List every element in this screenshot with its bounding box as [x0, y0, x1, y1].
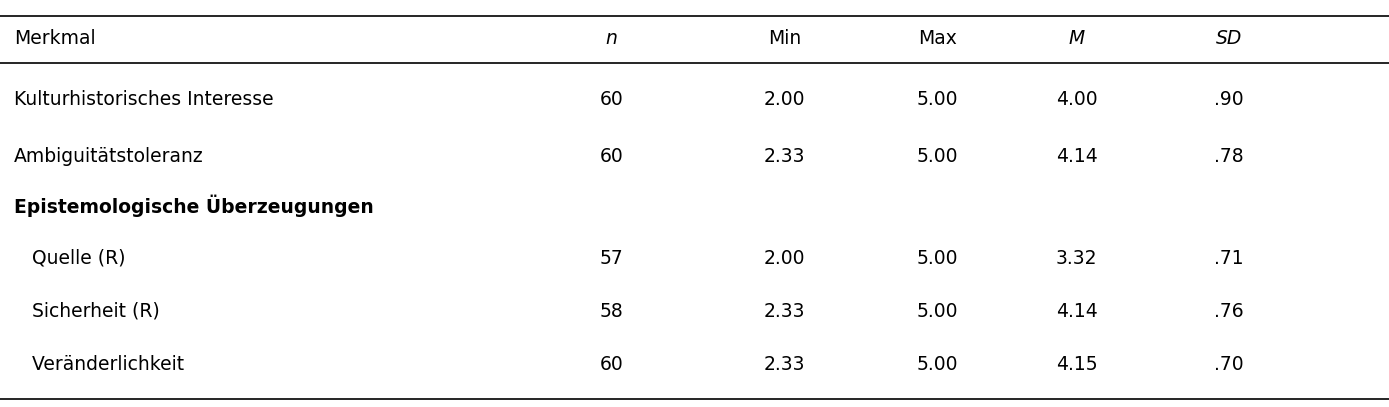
Text: 5.00: 5.00	[917, 355, 958, 374]
Text: 5.00: 5.00	[917, 302, 958, 321]
Text: Ambiguitätstoleranz: Ambiguitätstoleranz	[14, 147, 204, 166]
Text: 5.00: 5.00	[917, 249, 958, 268]
Text: 57: 57	[599, 249, 624, 268]
Text: .78: .78	[1214, 147, 1245, 166]
Text: M: M	[1068, 29, 1085, 48]
Text: 2.33: 2.33	[764, 355, 806, 374]
Text: 5.00: 5.00	[917, 90, 958, 109]
Text: 60: 60	[599, 90, 624, 109]
Text: .71: .71	[1214, 249, 1245, 268]
Text: 4.14: 4.14	[1056, 302, 1097, 321]
Text: 2.33: 2.33	[764, 302, 806, 321]
Text: 60: 60	[599, 147, 624, 166]
Text: Epistemologische Überzeugungen: Epistemologische Überzeugungen	[14, 194, 374, 217]
Text: 4.15: 4.15	[1056, 355, 1097, 374]
Text: SD: SD	[1217, 29, 1242, 48]
Text: Sicherheit (R): Sicherheit (R)	[14, 302, 160, 321]
Text: .70: .70	[1214, 355, 1245, 374]
Text: 4.00: 4.00	[1056, 90, 1097, 109]
Text: 2.00: 2.00	[764, 249, 806, 268]
Text: 5.00: 5.00	[917, 147, 958, 166]
Text: Kulturhistorisches Interesse: Kulturhistorisches Interesse	[14, 90, 274, 109]
Text: 3.32: 3.32	[1056, 249, 1097, 268]
Text: Max: Max	[918, 29, 957, 48]
Text: 58: 58	[599, 302, 624, 321]
Text: .76: .76	[1214, 302, 1245, 321]
Text: 2.33: 2.33	[764, 147, 806, 166]
Text: .90: .90	[1214, 90, 1245, 109]
Text: 60: 60	[599, 355, 624, 374]
Text: 2.00: 2.00	[764, 90, 806, 109]
Text: Quelle (R): Quelle (R)	[14, 249, 125, 268]
Text: Veränderlichkeit: Veränderlichkeit	[14, 355, 183, 374]
Text: 4.14: 4.14	[1056, 147, 1097, 166]
Text: n: n	[606, 29, 617, 48]
Text: Merkmal: Merkmal	[14, 29, 96, 48]
Text: Min: Min	[768, 29, 801, 48]
